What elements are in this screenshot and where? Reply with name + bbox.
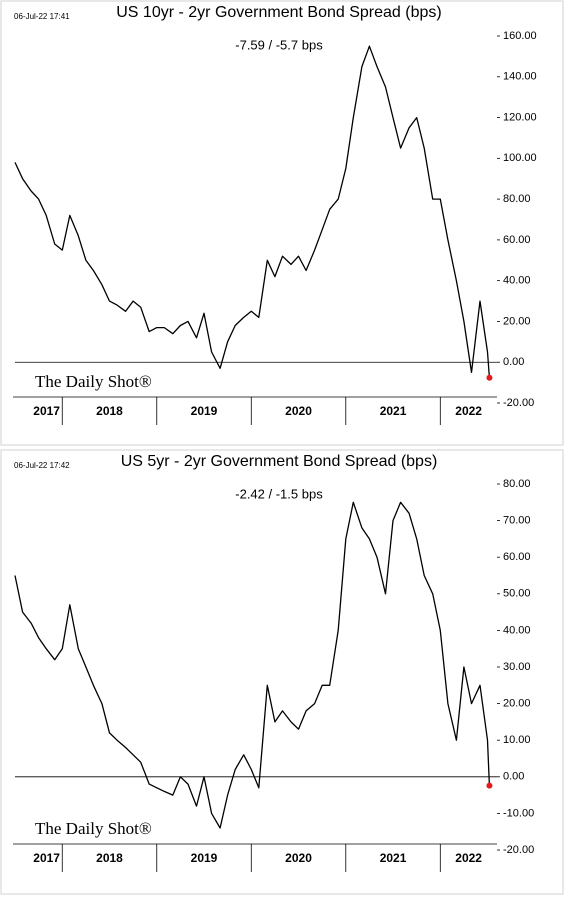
x-tick-label: 2020 [285,404,312,418]
x-tick-label: 2018 [96,404,123,418]
x-tick-label: 2019 [191,851,218,865]
annotation: -7.59 / -5.7 bps [235,37,323,52]
chart-title: US 5yr - 2yr Government Bond Spread (bps… [121,453,438,470]
series-line [14,45,491,378]
x-tick-label: 2018 [96,851,123,865]
y-tick-label: 40.00 [503,624,531,636]
y-tick-label: -10.00 [503,807,534,819]
watermark: The Daily Shot® [35,819,152,838]
timestamp: 06-Jul-22 17:42 [14,461,70,470]
y-tick-label: 80.00 [503,478,531,490]
x-tick-label: 2017 [33,851,60,865]
x-tick-label: 2020 [285,851,312,865]
y-tick-label: 160.00 [503,30,537,42]
y-tick-label: 70.00 [503,515,531,527]
y-tick-label: 40.00 [503,275,531,287]
y-tick-label: -20.00 [503,844,534,856]
y-tick-label: 10.00 [503,734,531,746]
y-tick-label: 0.00 [503,356,524,368]
panel-frame [0,449,564,895]
x-tick-label: 2022 [455,404,482,418]
y-tick-label: 20.00 [503,315,531,327]
y-tick-label: 80.00 [503,193,531,205]
series-line [14,501,491,829]
y-tick-label: 140.00 [503,71,537,83]
y-tick-label: 50.00 [503,588,531,600]
y-tick-label: 0.00 [503,771,524,783]
x-tick-label: 2021 [380,851,407,865]
y-tick-label: 30.00 [503,661,531,673]
y-tick-label: -20.00 [503,397,534,409]
watermark: The Daily Shot® [35,372,152,391]
x-tick-label: 2021 [380,404,407,418]
panel-frame [0,0,564,446]
x-tick-label: 2022 [455,851,482,865]
timestamp: 06-Jul-22 17:41 [14,12,70,21]
chart-title: US 10yr - 2yr Government Bond Spread (bp… [116,4,441,21]
y-tick-label: 60.00 [503,551,531,563]
y-tick-label: 60.00 [503,234,531,246]
annotation: -2.42 / -1.5 bps [235,486,323,501]
y-tick-label: 20.00 [503,698,531,710]
x-tick-label: 2017 [33,404,60,418]
x-tick-label: 2019 [191,404,218,418]
end-marker [486,374,493,381]
y-tick-label: 120.00 [503,111,537,123]
y-tick-label: 100.00 [503,152,537,164]
end-marker [486,782,493,789]
